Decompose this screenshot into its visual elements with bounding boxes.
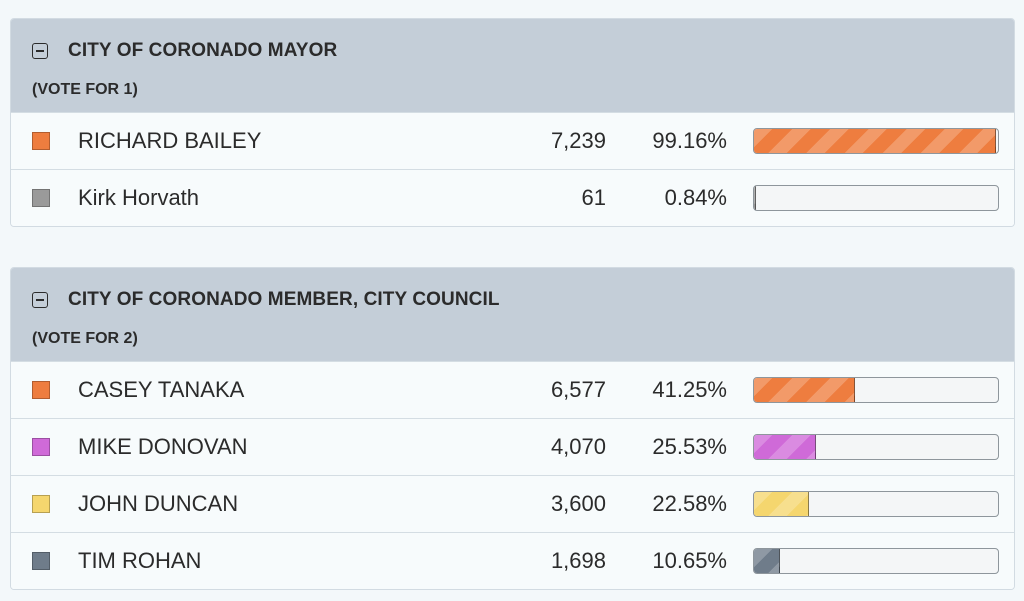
vote-share-bar [753,548,999,574]
contest-title: CITY OF CORONADO MEMBER, CITY COUNCIL [68,289,500,310]
contest-city-council: CITY OF CORONADO MEMBER, CITY COUNCIL (V… [10,267,1015,590]
collapse-icon[interactable] [32,43,48,59]
contest-mayor: CITY OF CORONADO MAYOR (VOTE FOR 1) RICH… [10,18,1015,227]
candidate-percent: 10.65% [652,548,727,573]
candidate-row: TIM ROHAN 1,698 10.65% [11,532,1014,589]
vote-share-bar-fill [754,378,855,402]
candidate-color-swatch [32,189,50,207]
vote-share-bar-fill [754,549,780,573]
candidate-percent: 22.58% [652,491,727,516]
candidate-row: RICHARD BAILEY 7,239 99.16% [11,112,1014,169]
vote-share-bar-fill [754,186,757,210]
candidate-percent: 99.16% [652,128,727,153]
candidate-votes: 4,070 [550,434,606,459]
candidate-percent: 25.53% [652,434,727,459]
candidate-votes: 7,239 [550,128,606,153]
contest-header: CITY OF CORONADO MEMBER, CITY COUNCIL (V… [11,268,1014,361]
candidate-color-swatch [32,438,50,456]
candidate-votes: 61 [581,185,606,210]
vote-share-bar [753,128,999,154]
collapse-icon[interactable] [32,292,48,308]
candidate-color-swatch [32,495,50,513]
candidate-row: CASEY TANAKA 6,577 41.25% [11,361,1014,418]
vote-share-bar-fill [754,435,817,459]
vote-share-bar [753,491,999,517]
candidate-name: CASEY TANAKA [78,377,245,402]
contest-title: CITY OF CORONADO MAYOR [68,40,338,61]
candidate-percent: 0.84% [664,185,727,210]
contest-header: CITY OF CORONADO MAYOR (VOTE FOR 1) [11,19,1014,112]
vote-share-bar [753,185,999,211]
vote-for-label: (VOTE FOR 1) [32,81,138,98]
candidate-name: RICHARD BAILEY [78,128,262,153]
candidate-row: MIKE DONOVAN 4,070 25.53% [11,418,1014,475]
candidate-row: Kirk Horvath 61 0.84% [11,169,1014,226]
candidate-color-swatch [32,381,50,399]
candidate-votes: 3,600 [550,491,606,516]
candidate-row: JOHN DUNCAN 3,600 22.58% [11,475,1014,532]
candidate-votes: 1,698 [550,548,606,573]
vote-share-bar [753,377,999,403]
vote-for-label: (VOTE FOR 2) [32,330,138,347]
vote-share-bar [753,434,999,460]
candidate-name: MIKE DONOVAN [78,434,248,459]
candidate-color-swatch [32,132,50,150]
candidate-color-swatch [32,552,50,570]
vote-share-bar-fill [754,129,996,153]
candidate-name: JOHN DUNCAN [78,491,239,516]
candidate-votes: 6,577 [550,377,606,402]
candidate-name: Kirk Horvath [78,185,200,210]
candidate-percent: 41.25% [652,377,727,402]
candidate-name: TIM ROHAN [78,548,202,573]
vote-share-bar-fill [754,492,810,516]
